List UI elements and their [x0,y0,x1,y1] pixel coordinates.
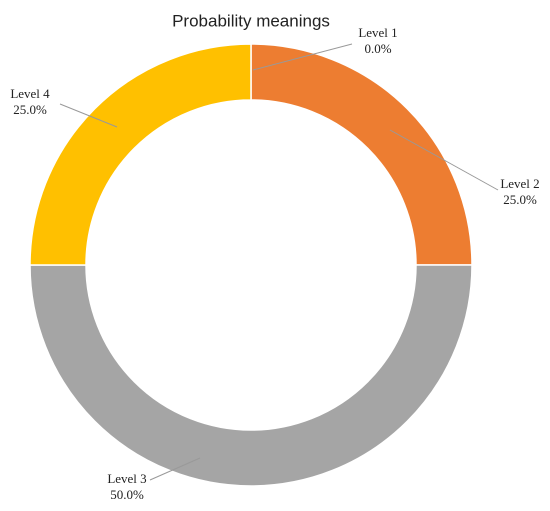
data-label-name: Level 1 [358,25,397,40]
donut-segment [29,264,473,487]
donut-segment [29,43,252,266]
leader-line [389,129,499,191]
data-label-value: 25.0% [13,102,47,117]
data-label-value: 25.0% [503,192,537,207]
donut-segment [250,43,473,266]
leader-line [59,103,118,128]
data-label-name: Level 2 [500,176,539,191]
data-label-name: Level 4 [10,86,50,101]
leader-line [149,457,201,481]
leader-line [252,43,353,71]
data-label-name: Level 3 [107,471,146,486]
chart-title: Probability meanings [172,11,330,30]
data-label-value: 0.0% [364,41,391,56]
data-label-value: 50.0% [110,487,144,502]
